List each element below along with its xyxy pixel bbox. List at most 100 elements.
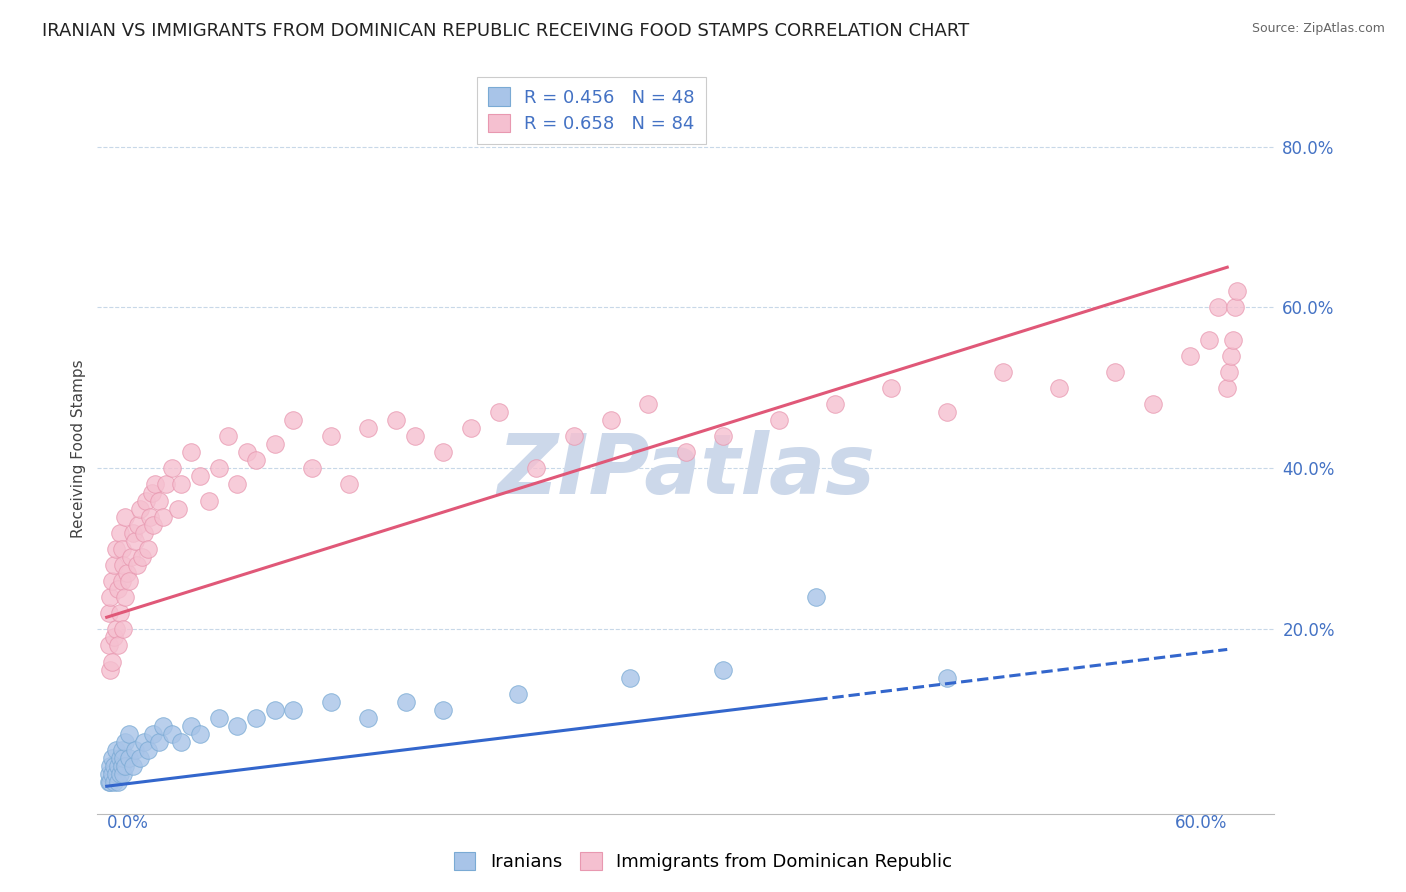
Point	[170, 735, 193, 749]
Point	[115, 566, 138, 580]
Text: 0.0%: 0.0%	[107, 814, 149, 832]
Point	[100, 759, 122, 773]
Point	[188, 727, 211, 741]
Point	[880, 381, 903, 395]
Point	[105, 541, 128, 556]
Point	[112, 623, 135, 637]
Point	[97, 767, 120, 781]
Point	[107, 582, 129, 596]
Point	[114, 735, 136, 749]
Point	[160, 461, 183, 475]
Point	[129, 751, 152, 765]
Point	[148, 493, 170, 508]
Point	[108, 525, 131, 540]
Point	[385, 413, 408, 427]
Point	[152, 509, 174, 524]
Point	[208, 461, 231, 475]
Point	[1206, 301, 1229, 315]
Text: Source: ZipAtlas.com: Source: ZipAtlas.com	[1251, 22, 1385, 36]
Point	[675, 445, 697, 459]
Point	[936, 671, 959, 685]
Y-axis label: Receiving Food Stamps: Receiving Food Stamps	[72, 359, 86, 538]
Point	[198, 493, 221, 508]
Point	[100, 663, 122, 677]
Point	[105, 767, 128, 781]
Point	[101, 574, 124, 588]
Text: 60.0%: 60.0%	[1175, 814, 1227, 832]
Point	[118, 574, 141, 588]
Point	[107, 775, 129, 789]
Point	[120, 549, 142, 564]
Point	[111, 743, 134, 757]
Point	[112, 751, 135, 765]
Point	[127, 517, 149, 532]
Point	[101, 751, 124, 765]
Point	[138, 509, 160, 524]
Point	[131, 549, 153, 564]
Point	[103, 558, 125, 572]
Point	[506, 687, 529, 701]
Point	[711, 663, 734, 677]
Point	[141, 485, 163, 500]
Point	[108, 751, 131, 765]
Point	[97, 606, 120, 620]
Point	[100, 775, 122, 789]
Point	[101, 655, 124, 669]
Point	[339, 477, 361, 491]
Point	[105, 743, 128, 757]
Point	[768, 413, 790, 427]
Point	[283, 413, 305, 427]
Point	[111, 759, 134, 773]
Point	[460, 421, 482, 435]
Point	[142, 727, 165, 741]
Point	[1198, 333, 1220, 347]
Text: IRANIAN VS IMMIGRANTS FROM DOMINICAN REPUBLIC RECEIVING FOOD STAMPS CORRELATION : IRANIAN VS IMMIGRANTS FROM DOMINICAN REP…	[42, 22, 969, 40]
Point	[301, 461, 323, 475]
Point	[226, 719, 249, 733]
Legend: R = 0.456   N = 48, R = 0.658   N = 84: R = 0.456 N = 48, R = 0.658 N = 84	[478, 77, 706, 145]
Point	[103, 775, 125, 789]
Point	[100, 590, 122, 604]
Point	[357, 421, 380, 435]
Point	[121, 759, 143, 773]
Point	[107, 759, 129, 773]
Point	[217, 429, 239, 443]
Point	[108, 606, 131, 620]
Point	[283, 703, 305, 717]
Point	[114, 759, 136, 773]
Point	[236, 445, 259, 459]
Point	[488, 405, 510, 419]
Point	[806, 590, 828, 604]
Point	[124, 533, 146, 548]
Point	[1218, 365, 1240, 379]
Point	[1220, 349, 1243, 363]
Point	[155, 477, 177, 491]
Point	[132, 525, 155, 540]
Point	[107, 639, 129, 653]
Point	[103, 759, 125, 773]
Point	[1142, 397, 1164, 411]
Point	[619, 671, 641, 685]
Point	[118, 727, 141, 741]
Point	[152, 719, 174, 733]
Point	[148, 735, 170, 749]
Point	[112, 767, 135, 781]
Legend: Iranians, Immigrants from Dominican Republic: Iranians, Immigrants from Dominican Repu…	[447, 845, 959, 879]
Text: ZIPatlas: ZIPatlas	[496, 430, 875, 511]
Point	[121, 525, 143, 540]
Point	[600, 413, 623, 427]
Point	[245, 453, 267, 467]
Point	[637, 397, 659, 411]
Point	[226, 477, 249, 491]
Point	[432, 703, 454, 717]
Point	[105, 623, 128, 637]
Point	[103, 631, 125, 645]
Point	[136, 743, 159, 757]
Point	[135, 493, 157, 508]
Point	[188, 469, 211, 483]
Point	[263, 437, 285, 451]
Point	[166, 501, 188, 516]
Point	[125, 558, 148, 572]
Point	[108, 767, 131, 781]
Point	[319, 695, 342, 709]
